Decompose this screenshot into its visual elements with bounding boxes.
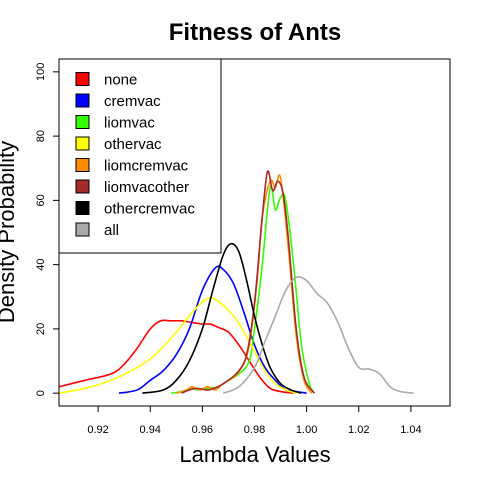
legend: none cremvac liomvac othervac liomcremvac lio… xyxy=(58,58,222,254)
series-line-othercremvac xyxy=(142,242,302,394)
plot-lines xyxy=(58,170,414,394)
y-tick-label: 20 xyxy=(35,323,47,335)
legend-swatch-liomvac xyxy=(75,115,90,129)
series-line-all xyxy=(222,276,414,394)
legend-label-none: none xyxy=(104,72,137,89)
y-tick-label: 100 xyxy=(35,63,47,81)
chart-title: Fitness of Ants xyxy=(169,19,341,46)
legend-label-liomvacother: liomvacother xyxy=(104,179,189,196)
series-line-liomvacother xyxy=(181,170,316,394)
legend-label-liomvac: liomvac xyxy=(104,115,155,132)
series-line-othervac xyxy=(58,297,297,394)
x-axis-label: Lambda Values xyxy=(179,442,330,467)
legend-swatch-cremvac xyxy=(75,93,90,108)
legend-label-othervac: othervac xyxy=(104,136,162,153)
x-tick-label: 0.98 xyxy=(244,424,265,436)
legend-swatch-othercremvac xyxy=(75,201,90,215)
legend-label-othercremvac: othercremvac xyxy=(104,201,195,218)
y-tick-label: 80 xyxy=(35,130,47,142)
x-tick-label: 1.02 xyxy=(348,424,369,436)
legend-label-liomcremvac: liomcremvac xyxy=(104,158,189,175)
series-line-none xyxy=(58,319,294,394)
legend-swatch-liomvacother xyxy=(75,179,90,194)
x-tick-label: 1.00 xyxy=(296,424,317,436)
legend-label-cremvac: cremvac xyxy=(104,93,161,110)
y-tick-label: 0 xyxy=(35,390,47,396)
x-tick-label: 1.04 xyxy=(400,424,421,436)
x-tick-label: 0.96 xyxy=(192,424,213,436)
y-axis-label: Density Probability xyxy=(0,141,19,323)
legend-box xyxy=(58,58,222,254)
series-line-cremvac xyxy=(118,265,307,394)
legend-swatch-liomcremvac xyxy=(75,158,90,172)
legend-swatch-othervac xyxy=(75,136,90,151)
y-axis: 0 20 40 60 80 100 xyxy=(35,63,59,396)
x-tick-label: 0.94 xyxy=(140,424,161,436)
legend-swatch-none xyxy=(75,72,90,86)
y-tick-label: 60 xyxy=(35,194,47,206)
legend-swatch-all xyxy=(75,222,90,237)
x-tick-label: 0.92 xyxy=(87,424,108,436)
x-axis: 0.92 0.94 0.96 0.98 1.00 1.02 1.04 xyxy=(87,406,422,436)
y-tick-label: 40 xyxy=(35,259,47,271)
legend-label-all: all xyxy=(104,222,119,239)
